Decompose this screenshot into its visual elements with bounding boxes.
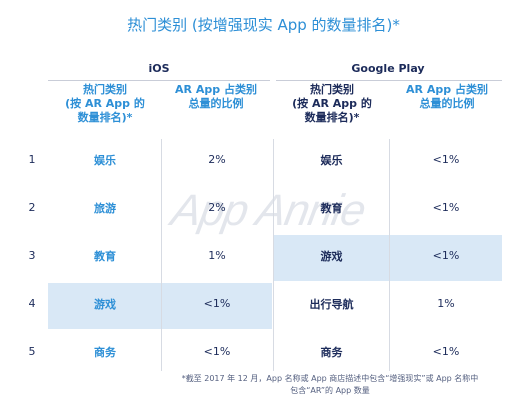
ios-share-cell: 2%	[208, 153, 226, 166]
gp-share-cell: <1%	[432, 249, 460, 262]
rank-number: 3	[28, 249, 36, 262]
column-divider	[389, 139, 390, 371]
ios-category-cell: 娱乐	[94, 154, 116, 167]
ios-category-cell: 旅游	[94, 202, 116, 215]
ios-category-cell: 商务	[94, 346, 116, 359]
ios-divider	[48, 80, 270, 81]
gp-category-cell: 游戏	[320, 250, 343, 263]
gp-category-cell: 娱乐	[320, 154, 343, 167]
column-divider	[161, 139, 162, 371]
ios-category-cell: 游戏	[94, 298, 116, 311]
ios-share-cell: 2%	[208, 201, 226, 214]
ios-share-header: AR App 占类别 总量的比例	[175, 83, 257, 110]
ios-share-cell: <1%	[203, 345, 231, 358]
rank-number: 5	[28, 345, 36, 358]
google-play-divider	[276, 80, 502, 81]
highlight-ios-row-4	[48, 283, 272, 329]
rank-number: 1	[28, 153, 36, 166]
gp-category-cell: 商务	[320, 346, 343, 359]
footnote: *截至 2017 年 12 月，App 名称或 App 商店描述中包含“增强现实…	[181, 374, 479, 395]
chart-title: 热门类别 (按增强现实 App 的数量排名)*	[127, 16, 400, 34]
gp-share-cell: <1%	[432, 153, 460, 166]
gp-category-cell: 出行导航	[309, 298, 354, 311]
rank-number: 4	[28, 297, 36, 310]
column-divider	[273, 139, 274, 371]
ios-category-cell: 教育	[94, 250, 116, 263]
gp-share-cell: <1%	[432, 201, 460, 214]
gp-share-cell: 1%	[437, 297, 455, 310]
gp-category-header: 热门类别 (按 AR App 的 数量排名)*	[292, 83, 372, 124]
rank-number: 2	[28, 201, 36, 214]
ios-category-header: 热门类别 (按 AR App 的 数量排名)*	[65, 83, 145, 124]
gp-category-cell: 教育	[320, 202, 343, 215]
gp-share-header: AR App 占类别 总量的比例	[406, 83, 488, 110]
google-play-platform-label: Google Play	[351, 62, 425, 75]
ios-platform-label: iOS	[148, 62, 170, 75]
highlight-gp-row-3	[274, 235, 502, 281]
gp-share-cell: <1%	[432, 345, 460, 358]
ios-share-cell: 1%	[208, 249, 226, 262]
ios-share-cell: <1%	[203, 297, 231, 310]
